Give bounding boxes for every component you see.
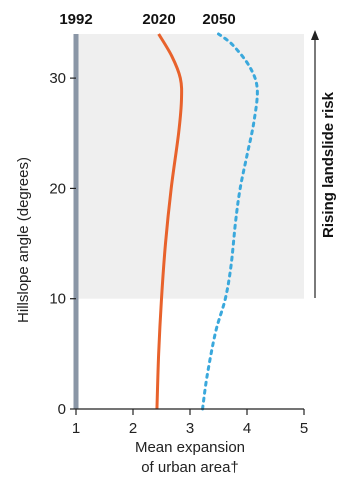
y-tick-label: 10 [49,291,66,308]
risk-arrow-head [311,30,319,40]
series-line-2050 [201,32,259,411]
y-tick-label: 30 [49,70,66,87]
y-ticks: 0 10 20 30 [49,70,76,418]
y-axis-title: Hillslope angle (degrees) [15,157,32,323]
x-tick-label: 3 [186,420,194,437]
x-axis-title-line-2: of urban area† [141,459,239,476]
x-tick-label: 1 [72,420,80,437]
series-layer [73,32,259,411]
series-label-2020: 2020 [142,11,175,28]
y-tick-label: 0 [58,401,66,418]
x-ticks: 1 2 3 4 5 [72,409,308,437]
series-line-2020 [155,33,184,410]
series-label-1992: 1992 [59,11,92,28]
y-tick-label: 20 [49,180,66,197]
risk-annotation: Rising landslide risk [320,91,337,238]
series-label-2050: 2050 [202,11,235,28]
shaded-region [76,34,304,299]
x-tick-label: 4 [243,420,251,437]
x-axis-title-line-1: Mean expansion [135,439,245,456]
x-tick-label: 2 [129,420,137,437]
x-tick-label: 5 [300,420,308,437]
